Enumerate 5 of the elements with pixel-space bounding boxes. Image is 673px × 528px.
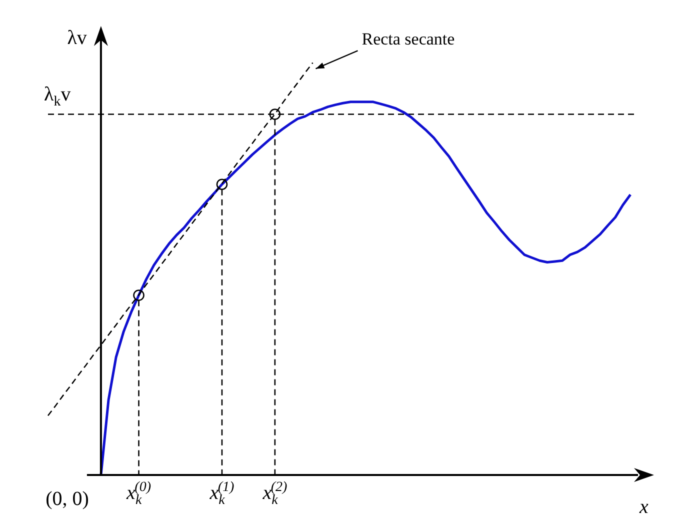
text: Recta secante (362, 30, 455, 49)
ref-line-label: λ$_{k}$v (44, 83, 71, 110)
x-axis-title: x (638, 496, 649, 518)
text: (0, 0) (46, 488, 89, 510)
y-axis-title: λv (67, 27, 87, 49)
